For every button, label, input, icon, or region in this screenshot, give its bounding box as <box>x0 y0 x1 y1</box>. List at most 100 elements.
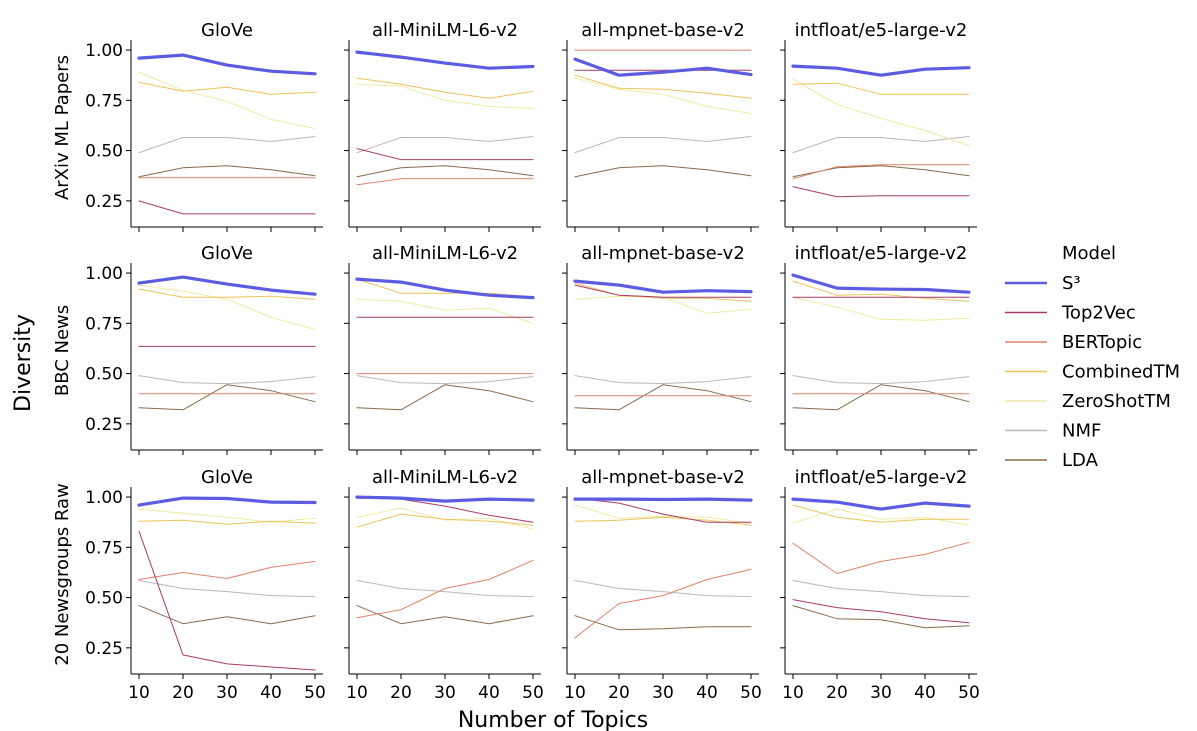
series-line-zeroshottm <box>138 284 316 330</box>
series-line-zeroshottm <box>356 298 534 324</box>
x-tick-label: 10 <box>346 683 368 703</box>
panel-0-1: all-MiniLM-L6-v2 <box>344 20 541 232</box>
x-tick-label: 10 <box>564 683 586 703</box>
series-line-nmf <box>356 136 534 154</box>
legend-label: S³ <box>1062 273 1081 294</box>
legend-label: LDA <box>1062 450 1099 471</box>
panel-title: all-MiniLM-L6-v2 <box>372 20 518 41</box>
x-tick-label: 50 <box>740 683 762 703</box>
series-line-top2vec <box>792 599 970 624</box>
series-line-nmf <box>138 580 316 598</box>
series-line-zeroshottm <box>792 78 970 147</box>
x-tick-label: 20 <box>172 683 194 703</box>
panel-0-3: intfloat/e5-large-v2 <box>780 20 977 232</box>
panel-title: all-mpnet-base-v2 <box>581 20 745 41</box>
series-line-nmf <box>138 375 316 385</box>
series-line-nmf <box>792 580 970 598</box>
x-tick-label: 10 <box>782 683 804 703</box>
series-line-lda <box>356 165 534 178</box>
series-line-lda <box>138 165 316 178</box>
series-line-zeroshottm <box>574 295 752 314</box>
y-tick-label: 0.75 <box>85 538 123 558</box>
series-line-s <box>791 64 971 77</box>
series-line-combinedtm <box>792 504 970 523</box>
panel-title: intfloat/e5-large-v2 <box>795 20 968 41</box>
series-line-combinedtm <box>574 74 752 99</box>
x-tick-label: 40 <box>260 683 282 703</box>
panel-1-3: intfloat/e5-large-v2 <box>780 243 977 455</box>
legend: Model S³ Top2Vec BERTopic CombinedTM ZeroSho… <box>1005 243 1180 471</box>
series-line-lda <box>356 384 534 411</box>
legend-label: CombinedTM <box>1062 362 1180 383</box>
series-line-s <box>573 497 753 502</box>
series-line-lda <box>574 615 752 631</box>
series-line-zeroshottm <box>792 296 970 321</box>
series-line-top2vec <box>574 284 752 298</box>
panel-title: GloVe <box>201 20 253 41</box>
panel-2-1: all-MiniLM-L6-v2 10 20 30 40 50 <box>344 467 544 703</box>
series-line-nmf <box>356 375 534 385</box>
y-tick-label: 1.00 <box>85 488 123 508</box>
panel-0-0: GloVe 0.25 0.50 0.75 1.00 <box>85 20 323 232</box>
panel-title: all-MiniLM-L6-v2 <box>372 467 518 488</box>
legend-title: Model <box>1062 243 1116 264</box>
panel-1-0: GloVe 0.25 0.50 0.75 1.00 <box>85 243 323 455</box>
series-line-combinedtm <box>138 519 316 525</box>
series-line-bertopic <box>574 568 752 639</box>
panel-title: GloVe <box>201 243 253 264</box>
series-line-combinedtm <box>792 82 970 95</box>
series-line-nmf <box>138 136 316 154</box>
series-line-nmf <box>792 375 970 385</box>
series-line-lda <box>792 605 970 629</box>
x-tick-label: 20 <box>390 683 412 703</box>
series-line-s <box>573 57 753 77</box>
y-tick-label: 0.25 <box>85 192 123 212</box>
x-tick-label: 50 <box>958 683 980 703</box>
y-tick-label: 0.75 <box>85 91 123 111</box>
x-tick-label: 30 <box>434 683 456 703</box>
x-tick-label: 50 <box>304 683 326 703</box>
series-line-zeroshottm <box>574 504 752 524</box>
panel-title: all-MiniLM-L6-v2 <box>372 243 518 264</box>
panel-title: intfloat/e5-large-v2 <box>795 467 968 488</box>
series-line-bertopic <box>792 164 970 180</box>
series-line-combinedtm <box>356 77 534 99</box>
figure-ylabel: Diversity <box>11 314 36 412</box>
panel-title: all-mpnet-base-v2 <box>581 243 745 264</box>
series-line-s <box>791 273 971 294</box>
y-tick-label: 0.50 <box>85 365 123 385</box>
row-label-1: BBC News <box>52 305 73 396</box>
series-line-top2vec <box>792 186 970 198</box>
y-tick-label: 0.50 <box>85 142 123 162</box>
y-tick-label: 1.00 <box>85 41 123 61</box>
series-line-s <box>355 277 535 300</box>
x-tick-label: 30 <box>652 683 674 703</box>
series-line-lda <box>356 605 534 625</box>
series-line-zeroshottm <box>356 83 534 109</box>
series-line-bertopic <box>356 559 534 619</box>
panel-1-2: all-mpnet-base-v2 <box>562 243 759 455</box>
x-tick-label: 40 <box>914 683 936 703</box>
series-line-lda <box>138 605 316 625</box>
y-tick-label: 0.25 <box>85 639 123 659</box>
x-tick-label: 10 <box>128 683 150 703</box>
series-line-combinedtm <box>138 81 316 95</box>
series-line-zeroshottm <box>138 508 316 523</box>
series-line-nmf <box>792 136 970 154</box>
series-line-combinedtm <box>356 513 534 528</box>
series-line-zeroshottm <box>574 77 752 114</box>
series-line-combinedtm <box>574 516 752 526</box>
series-line-top2vec <box>356 148 534 161</box>
panel-title: intfloat/e5-large-v2 <box>795 243 968 264</box>
series-line-s <box>573 279 753 294</box>
series-line-top2vec <box>138 200 316 215</box>
panel-1-1: all-MiniLM-L6-v2 <box>344 243 541 455</box>
series-line-lda <box>574 384 752 411</box>
x-tick-label: 40 <box>696 683 718 703</box>
series-line-s <box>137 275 317 296</box>
panel-title: GloVe <box>201 467 253 488</box>
x-tick-label: 20 <box>826 683 848 703</box>
row-label-0: ArXiv ML Papers <box>52 55 73 200</box>
series-line-nmf <box>574 375 752 385</box>
